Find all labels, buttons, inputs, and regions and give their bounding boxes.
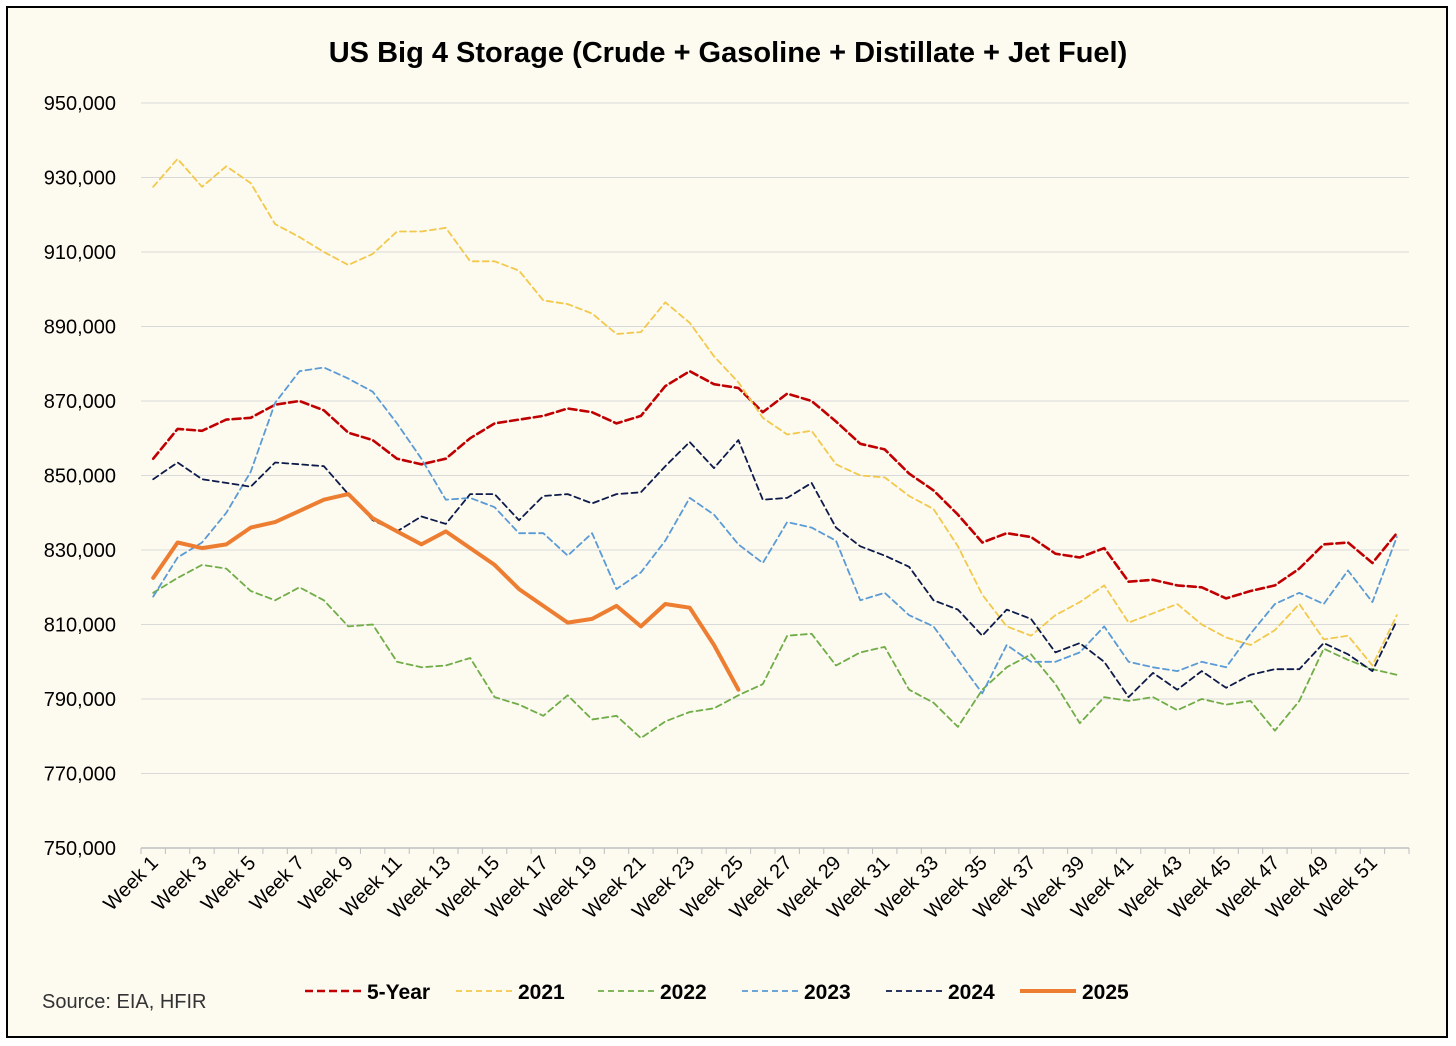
y-tick-label: 770,000: [44, 764, 116, 786]
legend-label: 2024: [948, 981, 995, 1004]
y-tick-label: 790,000: [44, 689, 116, 711]
legend-label: 2025: [1082, 981, 1129, 1004]
y-tick-label: 870,000: [44, 391, 116, 413]
legend-label: 2021: [518, 981, 565, 1004]
series-line-5-year: [151, 369, 1399, 600]
series-line-2021: [152, 157, 1398, 667]
y-axis: 950,000 930,000 910,000 890,000 870,000 850,0…: [44, 93, 116, 860]
y-tick-label: 950,000: [44, 93, 116, 115]
legend-label: 5-Year: [367, 981, 430, 1004]
chart-title: US Big 4 Storage (Crude + Gasoline + Dis…: [329, 37, 1128, 69]
y-tick-label: 830,000: [44, 540, 116, 562]
y-tick-label: 890,000: [44, 317, 116, 339]
y-tick-label: 850,000: [44, 466, 116, 488]
y-tick-label: 810,000: [44, 615, 116, 637]
y-tick-label: 930,000: [44, 168, 116, 190]
source-note: Source: EIA, HFIR: [42, 991, 207, 1013]
y-tick-label: 910,000: [44, 242, 116, 264]
series-line-2022: [152, 564, 1398, 739]
series-lines: [151, 157, 1399, 739]
legend-label: 2023: [804, 981, 851, 1004]
gridlines: [141, 102, 1409, 774]
legend-label: 2022: [660, 981, 707, 1004]
series-line-2025: [151, 492, 741, 692]
series-line-2023: [152, 366, 1398, 695]
legend: 5-Year 2021 2022 2023 2024 2025: [305, 981, 1129, 1004]
y-tick-label: 750,000: [44, 838, 116, 860]
